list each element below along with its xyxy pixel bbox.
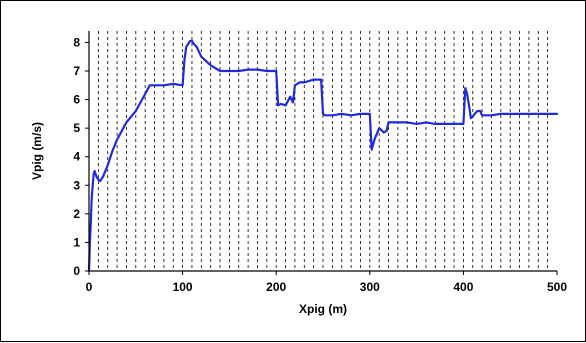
y-tick-label: 2 — [73, 207, 80, 221]
x-tick-label: 400 — [453, 280, 473, 294]
y-tick-label: 7 — [73, 64, 80, 78]
y-tick-label: 8 — [73, 35, 80, 49]
y-tick-label: 1 — [73, 235, 80, 249]
x-tick-label: 300 — [360, 280, 380, 294]
y-tick-label: 0 — [73, 264, 80, 278]
y-axis-title: Vpig (m/s) — [30, 122, 44, 180]
x-tick-label: 200 — [266, 280, 286, 294]
x-axis-title: Xpig (m) — [299, 302, 347, 316]
ticks-layer: 0 100 200 300 400 500 0 1 2 3 4 5 6 7 8 — [73, 35, 567, 294]
y-tick-label: 6 — [73, 93, 80, 107]
series-line — [87, 39, 559, 273]
y-tick-label: 3 — [73, 178, 80, 192]
x-tick-label: 500 — [547, 280, 567, 294]
y-tick-label: 4 — [73, 150, 80, 164]
y-tick-label: 5 — [73, 121, 80, 135]
grid-layer — [97, 31, 549, 271]
x-tick-label: 100 — [173, 280, 193, 294]
series-layer — [87, 39, 559, 273]
x-tick-label: 0 — [86, 280, 93, 294]
